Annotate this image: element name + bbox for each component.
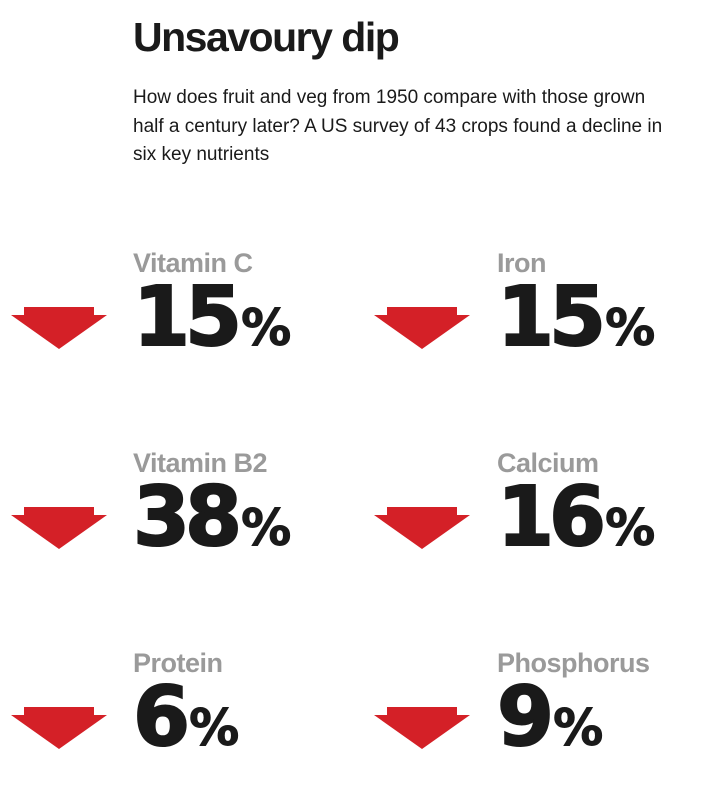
page-subtitle: How does fruit and veg from 1950 compare… <box>133 87 663 165</box>
down-arrow-icon <box>11 707 107 749</box>
down-arrow-icon <box>11 507 107 549</box>
nutrient-decline-value: 15% <box>132 270 292 365</box>
down-arrow-icon <box>374 507 470 549</box>
nutrient-decline-value: 6% <box>132 670 240 765</box>
nutrient-stat-phosphorus: Phosphorus 9% <box>496 647 718 777</box>
down-arrow-icon <box>374 707 470 749</box>
nutrient-label: Protein <box>133 648 223 678</box>
nutrient-label: Phosphorus <box>497 648 650 678</box>
nutrient-decline-value: 16% <box>496 470 656 565</box>
nutrient-stat-vitamin-c: Vitamin C 15% <box>132 247 433 377</box>
nutrient-stat-vitamin-b2: Vitamin B2 38% <box>132 447 433 577</box>
down-arrow-icon <box>11 307 107 349</box>
nutrient-stat-calcium: Calcium 16% <box>496 447 718 577</box>
down-arrow-icon <box>374 307 470 349</box>
nutrient-decline-value: 15% <box>496 270 656 365</box>
nutrient-label: Vitamin B2 <box>133 448 268 478</box>
nutrient-label: Iron <box>497 248 547 278</box>
nutrient-stat-iron: Iron 15% <box>496 247 718 377</box>
nutrient-stat-protein: Protein 6% <box>132 647 433 777</box>
nutrient-label: Vitamin C <box>133 248 253 278</box>
page-title: Unsavoury dip <box>133 14 400 60</box>
nutrient-label: Calcium <box>497 448 599 478</box>
nutrient-decline-value: 38% <box>132 470 292 565</box>
nutrient-decline-value: 9% <box>496 670 604 765</box>
